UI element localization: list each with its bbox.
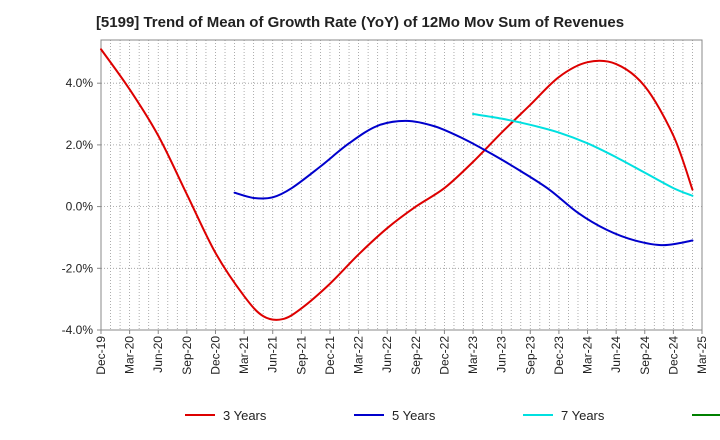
x-tick-label: Mar-22 [352,336,366,374]
x-tick-label: Sep-20 [180,336,194,375]
series-line-3-years [100,48,694,321]
x-tick-label: Mar-21 [237,336,251,374]
grid [101,40,702,331]
legend-label-7-years: 7 Years [561,408,605,423]
y-tick-label: -4.0% [62,323,94,337]
series-line-5-years [233,119,694,247]
y-tick-label: 2.0% [66,138,94,152]
x-axis: Dec-19 Mar-20 Jun-20 Sep-20 Dec-20 Mar-21 Jun-… [94,330,709,375]
y-axis: 4.0% 2.0% 0.0% -2.0% -4.0% [62,76,101,337]
y-tick-label: 4.0% [66,76,94,90]
x-tick-label: Dec-24 [666,336,680,375]
x-tick-label: Dec-20 [208,336,222,375]
chart-title: [5199] Trend of Mean of Growth Rate (YoY… [95,14,625,31]
x-tick-label: Sep-21 [294,336,308,375]
x-tick-label: Jun-24 [609,336,623,373]
x-tick-label: Sep-24 [638,336,652,375]
y-tick-label: 0.0% [66,200,94,214]
legend-label-5-years: 5 Years [392,408,436,423]
x-tick-label: Jun-20 [151,336,165,373]
x-tick-label: Dec-23 [552,336,566,375]
series-lines [100,48,694,321]
x-tick-label: Mar-24 [581,336,595,374]
x-tick-label: Jun-22 [380,336,394,373]
x-tick-label: Jun-21 [266,336,280,373]
x-tick-label: Dec-21 [323,336,337,375]
x-tick-label: Sep-23 [523,336,537,375]
x-tick-label: Mar-23 [466,336,480,374]
x-tick-label: Sep-22 [409,336,423,375]
series-line-7-years [472,113,694,197]
x-tick-label: Mar-25 [695,336,709,374]
x-tick-label: Dec-22 [437,336,451,375]
x-tick-label: Dec-19 [94,336,108,375]
x-tick-label: Jun-23 [495,336,509,373]
legend-label-3-years: 3 Years [223,408,267,423]
y-tick-label: -2.0% [62,261,94,275]
x-tick-label: Mar-20 [123,336,137,374]
plot-frame [100,39,703,331]
